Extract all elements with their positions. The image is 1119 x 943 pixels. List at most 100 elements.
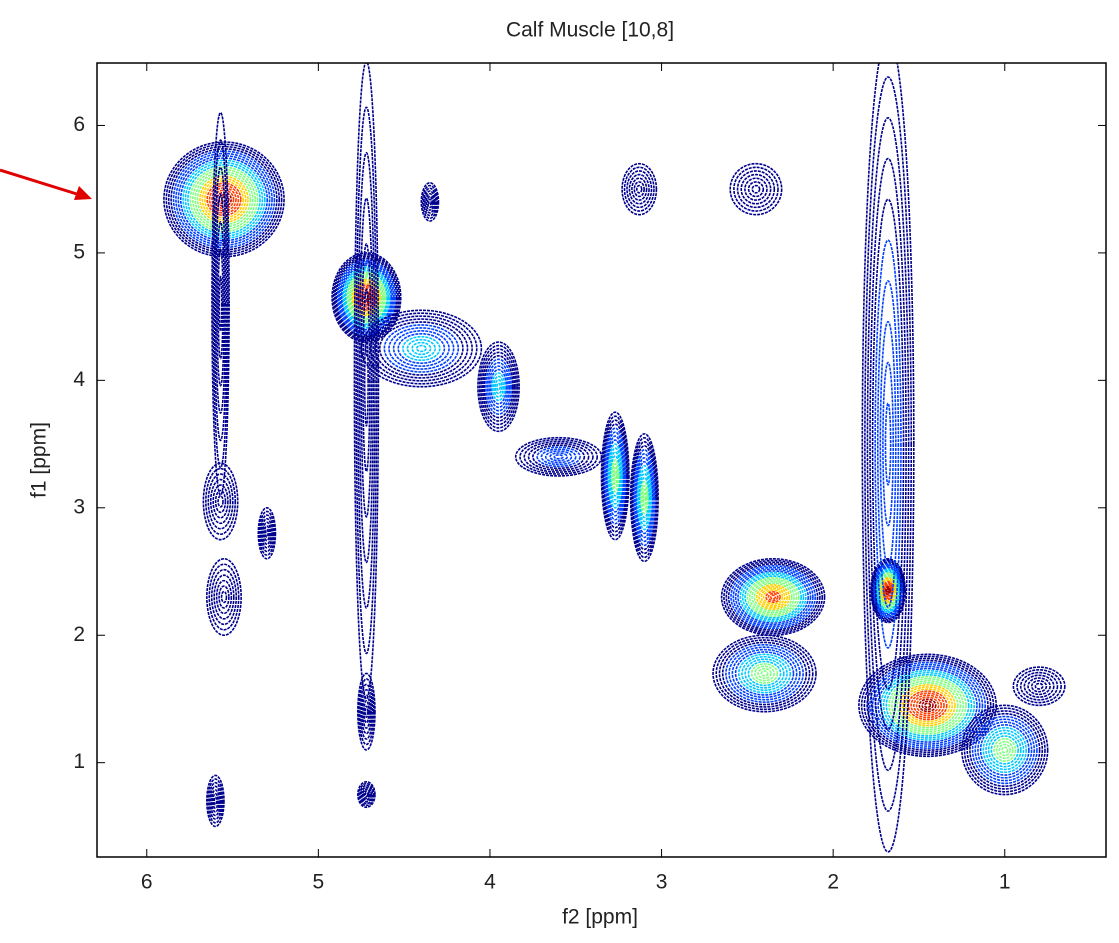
- contour-line: [751, 184, 761, 194]
- contour-line: [636, 184, 643, 194]
- x-tick-label: 1: [999, 871, 1011, 894]
- contour-line: [349, 275, 384, 320]
- contour-line: [725, 643, 804, 703]
- contour-line: [626, 170, 653, 209]
- contour-line: [915, 696, 940, 715]
- contour-line: [725, 561, 821, 633]
- contour-line: [491, 372, 506, 402]
- x-tick-label: 4: [484, 871, 496, 894]
- contour-line: [604, 431, 626, 521]
- plot-frame: [96, 62, 1107, 858]
- contour-line: [481, 351, 516, 422]
- contour-line: [362, 288, 371, 473]
- contour-line: [361, 788, 371, 801]
- contour-line: [748, 578, 798, 616]
- contour-line: [606, 439, 624, 513]
- contour-line: [421, 184, 439, 220]
- contour-line: [639, 476, 650, 519]
- contour-line: [966, 710, 1044, 790]
- contour-line: [858, 653, 997, 758]
- x-tick-label: 6: [141, 871, 153, 894]
- contour-line: [741, 573, 805, 621]
- contour-line: [215, 579, 233, 615]
- contour-line: [492, 375, 505, 398]
- contour-line: [360, 242, 373, 518]
- contour-line: [721, 641, 808, 706]
- contour-line: [425, 192, 435, 211]
- contour-line: [365, 312, 478, 385]
- contour-line: [640, 480, 649, 515]
- contour-line: [406, 338, 436, 359]
- contour-line: [739, 571, 807, 623]
- contour-line: [258, 510, 276, 556]
- contour-line: [641, 484, 648, 511]
- contour-line: [383, 324, 460, 373]
- contour-line: [397, 332, 446, 364]
- contour-line: [532, 444, 586, 470]
- contour-line: [604, 427, 627, 525]
- contour-line: [369, 315, 473, 382]
- contour-line: [753, 582, 793, 612]
- contour-line: [361, 694, 371, 729]
- contour-line: [636, 464, 653, 531]
- contour-line: [729, 162, 783, 216]
- contour-area: [163, 63, 1066, 853]
- contour-line: [1027, 677, 1051, 696]
- contour-line: [610, 459, 620, 493]
- contour-line: [262, 521, 272, 546]
- contour-line: [544, 450, 573, 464]
- contour-line: [218, 275, 223, 332]
- contour-line: [483, 355, 514, 419]
- contour-line: [354, 282, 379, 313]
- contour-line: [208, 563, 240, 631]
- contour-line: [360, 786, 373, 803]
- y-axis-label: f1 [ppm]: [28, 422, 51, 498]
- contour-line: [731, 648, 798, 699]
- contour-line: [218, 585, 230, 609]
- contour-line: [358, 782, 375, 807]
- contour-line: [629, 433, 659, 563]
- contour-line: [480, 348, 517, 426]
- contour-line: [214, 193, 227, 414]
- contour-line: [261, 517, 273, 549]
- contour-line: [760, 587, 786, 607]
- contour-line: [985, 729, 1025, 771]
- contour-line: [741, 655, 788, 692]
- contour-line: [494, 379, 503, 395]
- contour-line: [402, 335, 441, 362]
- contour-line: [730, 564, 817, 630]
- contour-line: [899, 684, 956, 727]
- contour-line: [485, 358, 513, 415]
- contour-line: [600, 411, 630, 541]
- contour-line: [358, 197, 375, 564]
- contour-line: [998, 743, 1011, 757]
- contour-line: [904, 688, 951, 723]
- contour-line: [605, 435, 625, 517]
- contour-line: [212, 792, 219, 810]
- contour-line: [634, 452, 655, 543]
- x-axis-label: f2 [ppm]: [562, 906, 638, 929]
- contour-line: [869, 157, 907, 731]
- contour-line: [175, 152, 273, 247]
- contour-line: [871, 663, 984, 747]
- contour-line: [769, 594, 777, 600]
- contour-line: [553, 454, 564, 460]
- contour-line: [918, 698, 937, 713]
- contour-line: [263, 525, 271, 542]
- contour-line: [1016, 669, 1062, 704]
- contour-line: [755, 584, 791, 610]
- contour-line: [869, 661, 986, 749]
- contour-line: [609, 451, 622, 501]
- contour-line: [214, 489, 227, 514]
- contour-line: [355, 106, 378, 655]
- contour-line: [363, 699, 370, 724]
- contour-line: [608, 447, 623, 505]
- contour-line: [632, 445, 657, 551]
- contour-line: [488, 365, 509, 409]
- contour-line: [206, 557, 242, 637]
- contour-line: [747, 181, 765, 198]
- contour-line: [420, 182, 440, 222]
- x-tick-label: 2: [827, 871, 839, 894]
- contour-line: [347, 273, 386, 322]
- contour-line: [611, 463, 619, 489]
